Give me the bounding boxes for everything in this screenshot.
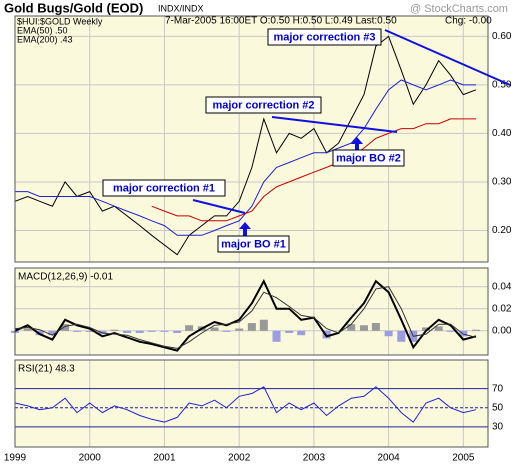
trendline [384,29,511,86]
histogram-bar [347,324,356,331]
histogram-bar [272,330,281,342]
x-tick-label: 2000 [79,453,102,464]
legend-entry: EMA(50) .50 [17,25,68,35]
histogram-bar [285,330,294,333]
series-line [14,386,477,423]
histogram-bar [247,323,256,331]
annotation-box [205,96,322,114]
y-tick-label: 0.02 [492,303,512,314]
annotation-box [267,28,382,46]
y-tick-label: 0.60 [492,31,512,42]
plot-frame [14,267,489,356]
x-tick-label: 2003 [303,453,326,464]
histogram-bar [61,324,70,331]
exchange: INDX/INDX [158,3,204,13]
annotation-box [102,179,226,197]
histogram-bar [135,330,144,333]
annotation: major correction #1 [113,182,215,194]
histogram-bar [123,330,132,333]
histogram-bar [297,330,306,336]
histogram-bar [371,323,380,331]
y-tick-label: 0.00 [492,325,512,336]
annotation-box [332,149,405,167]
histogram-bar [222,330,231,332]
y-tick-label: 50 [492,402,504,413]
annotation: major BO #2 [336,152,401,164]
histogram-bar [384,330,393,337]
y-tick-label: 0.30 [492,177,512,188]
change: Chg: -0.00 [445,16,492,27]
plot-frame [14,359,489,448]
histogram-bar [472,329,481,331]
y-tick-label: 0.40 [492,128,512,139]
annotation: major correction #3 [273,31,375,43]
histogram-bar [160,330,169,332]
trendline [192,199,246,214]
annotation: major BO #1 [221,238,286,250]
histogram-bar [98,330,107,335]
x-tick-label: 2004 [377,453,400,464]
plot-area [15,360,488,447]
panel-title: MACD(12,26,9) -0.01 [18,272,113,283]
x-tick-label: 1999 [4,453,27,464]
histogram-bar [235,328,244,331]
histogram-bar [147,330,156,332]
y-tick-label: 0.50 [492,80,512,91]
histogram-bar [434,326,443,331]
quote: 7-Mar-2005 16:00ET O:0.50 H:0.50 L:0.49 … [165,16,397,27]
panel-title: RSI(21) 48.3 [18,364,75,375]
histogram-bar [259,319,268,331]
histogram-bar [210,327,219,331]
histogram-bar [173,330,182,333]
histogram-bar [23,328,32,331]
arrow-head [239,222,251,229]
histogram-bar [48,330,57,336]
histogram-bar [85,330,94,332]
histogram-bar [421,327,430,331]
y-tick-label: 0.04 [492,281,512,292]
chart-title: Gold Bugs/Gold (EOD) [4,0,143,15]
series-line [14,278,477,352]
arrow-head [351,137,363,144]
histogram-bar [110,329,119,331]
x-tick-label: 2002 [228,453,251,464]
histogram-bar [359,325,368,331]
y-tick-label: 70 [492,383,504,394]
legend-entry: $HUI:$GOLD Weekly [17,16,103,26]
trendline [271,116,398,133]
histogram-bar [397,330,406,342]
plot-area [15,16,488,262]
plot-frame [14,15,489,263]
histogram-bar [185,325,194,331]
watermark: @ StockCharts.com [410,3,508,15]
histogram-bar [446,330,455,332]
x-tick-label: 2001 [153,453,176,464]
legend-entry: EMA(200) .43 [17,34,73,44]
series-line [151,118,476,222]
y-tick-label: 0.20 [492,225,512,236]
annotation: major correction #2 [212,99,314,111]
histogram-bar [73,330,82,332]
x-tick-label: 2005 [452,453,475,464]
y-tick-label: 30 [492,422,504,433]
series-line [14,35,477,256]
series-line [14,286,477,349]
annotation-box [217,235,290,253]
